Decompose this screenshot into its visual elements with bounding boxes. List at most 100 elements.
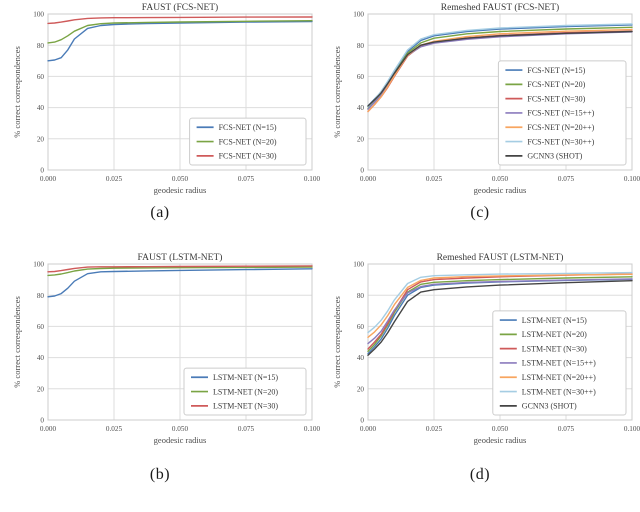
chart-title: FAUST (LSTM-NET)	[138, 252, 223, 263]
y-tick-label: 100	[353, 261, 364, 269]
series-line-lstm-net-n-15	[367, 278, 633, 345]
y-tick-label: 60	[37, 323, 45, 331]
series-line-fcs-net-n-30	[47, 16, 313, 25]
legend-box	[183, 367, 307, 416]
y-tick-label: 100	[33, 11, 44, 19]
series-line-lstm-net-n-20	[47, 266, 313, 277]
legend-label-lstm-net-n-20: LSTM-NET (N=20)	[522, 330, 587, 339]
x-tick-label: 0.025	[426, 425, 443, 433]
x-tick-label: 0.025	[106, 175, 123, 183]
chart-title: Remeshed FAUST (FCS-NET)	[441, 2, 559, 13]
legend-box	[492, 310, 627, 416]
series-line-lstm-net-n-30	[367, 271, 633, 334]
x-tick-label: 0.100	[304, 425, 320, 433]
y-tick-label: 80	[357, 42, 365, 50]
figure-a: FAUST (FCS-NET) 0.000 0.025 0.050 0.075 0.100…	[0, 0, 320, 222]
legend-label-lstm-net-n-15: LSTM-NET (N=15++)	[522, 359, 596, 368]
y-tick-label: 0	[360, 417, 364, 425]
legend-label-fcs-net-n-20: FCS-NET (N=20++)	[527, 123, 594, 132]
y-axis-label: % correct correspondences	[12, 46, 22, 138]
legend-label-lstm-net-n-20: LSTM-NET (N=20)	[213, 387, 278, 396]
chart-remeshed-faust-lstm-net: Remeshed FAUST (LSTM-NET) 0.000 0.025 0.050…	[332, 252, 640, 445]
legend: FCS-NET (N=15) FCS-NET (N=20) FCS-NET (N=3…	[497, 60, 627, 166]
legend-label-lstm-net-n-20: LSTM-NET (N=20++)	[522, 373, 596, 382]
figure-c: Remeshed FAUST (FCS-NET) 0.000 0.025 0.050 0…	[320, 0, 640, 222]
series-line-fcs-net-n-30	[367, 23, 633, 108]
chart-title: FAUST (FCS-NET)	[142, 2, 218, 13]
y-tick-label: 60	[37, 73, 45, 81]
legend-label-fcs-net-n-20: FCS-NET (N=20)	[219, 137, 277, 146]
series-line-lstm-net-n-20	[367, 276, 633, 353]
legend-label-fcs-net-n-30: FCS-NET (N=30)	[219, 152, 277, 161]
y-tick-label: 80	[357, 292, 365, 300]
y-tick-label: 20	[37, 385, 45, 393]
y-tick-label: 20	[357, 385, 365, 393]
y-tick-label: 40	[37, 354, 45, 362]
x-tick-label: 0.075	[558, 425, 575, 433]
y-tick-label: 20	[357, 135, 365, 143]
plot-frame	[47, 263, 313, 421]
x-axis-label: geodesic radius	[154, 185, 207, 195]
legend: FCS-NET (N=15) FCS-NET (N=20) FCS-NET (N=3…	[189, 117, 307, 166]
chart-faust-fcs-net: FAUST (FCS-NET) 0.000 0.025 0.050 0.075 0.100…	[12, 2, 320, 195]
legend-label-fcs-net-n-30: FCS-NET (N=30)	[527, 94, 585, 103]
x-tick-label: 0.050	[492, 425, 509, 433]
legend-box	[189, 117, 307, 166]
legend-label-lstm-net-n-15: LSTM-NET (N=15)	[522, 316, 587, 325]
plot-frame	[367, 263, 633, 421]
y-tick-label: 0	[360, 167, 364, 175]
chart-remeshed-faust-fcs-net: Remeshed FAUST (FCS-NET) 0.000 0.025 0.050 0…	[332, 2, 640, 195]
series-line-lstm-net-n-30	[47, 265, 313, 273]
subfigure-label-a: (a)	[150, 204, 170, 221]
plot-frame	[47, 13, 313, 171]
legend-label-gcnn3-shot: GCNN3 (SHOT)	[527, 152, 582, 161]
x-axis-label: geodesic radius	[474, 185, 527, 195]
y-axis-label: % correct correspondences	[332, 296, 342, 388]
y-tick-label: 80	[37, 292, 45, 300]
x-axis-label: geodesic radius	[474, 435, 527, 445]
x-tick-label: 0.025	[106, 425, 123, 433]
plot-frame	[367, 13, 633, 171]
legend-label-fcs-net-n-15: FCS-NET (N=15)	[219, 123, 277, 132]
x-tick-label: 0.100	[624, 425, 640, 433]
legend-label-lstm-net-n-30: LSTM-NET (N=30++)	[522, 387, 596, 396]
y-tick-label: 40	[357, 354, 365, 362]
x-tick-label: 0.000	[360, 175, 377, 183]
series-line-lstm-net-n-20	[367, 273, 633, 339]
x-tick-label: 0.100	[624, 175, 640, 183]
chart-title: Remeshed FAUST (LSTM-NET)	[437, 252, 564, 263]
subfigure-label-c: (c)	[470, 204, 490, 221]
legend-label-lstm-net-n-15: LSTM-NET (N=15)	[213, 373, 278, 382]
y-tick-label: 0	[40, 417, 44, 425]
x-tick-label: 0.000	[40, 175, 57, 183]
y-tick-label: 100	[33, 261, 44, 269]
chart-faust-lstm-net: FAUST (LSTM-NET) 0.000 0.025 0.050 0.075 0.10…	[12, 252, 320, 445]
series-line-lstm-net-n-15	[47, 268, 313, 298]
series-line-fcs-net-n-15	[47, 20, 313, 62]
x-tick-label: 0.050	[172, 175, 189, 183]
y-axis-label: % correct correspondences	[332, 46, 342, 138]
series-line-fcs-net-n-20	[47, 20, 313, 44]
x-tick-label: 0.075	[238, 175, 255, 183]
legend: LSTM-NET (N=15) LSTM-NET (N=20) LSTM-NET (…	[183, 367, 307, 416]
series-line-gcnn3-shot	[367, 30, 633, 107]
legend-label-gcnn3-shot: GCNN3 (SHOT)	[522, 402, 577, 411]
figure-d: Remeshed FAUST (LSTM-NET) 0.000 0.025 0.050…	[320, 250, 640, 484]
x-tick-label: 0.000	[360, 425, 377, 433]
series-line-lstm-net-n-30	[367, 273, 633, 350]
x-tick-label: 0.050	[492, 175, 509, 183]
legend-box	[497, 60, 627, 166]
x-tick-label: 0.000	[40, 425, 57, 433]
y-tick-label: 100	[353, 11, 364, 19]
legend-label-fcs-net-n-30: FCS-NET (N=30++)	[527, 137, 594, 146]
legend-label-fcs-net-n-15: FCS-NET (N=15++)	[527, 109, 594, 118]
x-axis-label: geodesic radius	[154, 435, 207, 445]
legend-label-lstm-net-n-30: LSTM-NET (N=30)	[522, 344, 587, 353]
subfigure-label-b: (b)	[149, 466, 171, 483]
legend-label-fcs-net-n-15: FCS-NET (N=15)	[527, 66, 585, 75]
y-axis-label: % correct correspondences	[12, 296, 22, 388]
y-tick-label: 20	[37, 135, 45, 143]
y-tick-label: 60	[357, 323, 365, 331]
figure-b: FAUST (LSTM-NET) 0.000 0.025 0.050 0.075 0.10…	[0, 250, 320, 484]
